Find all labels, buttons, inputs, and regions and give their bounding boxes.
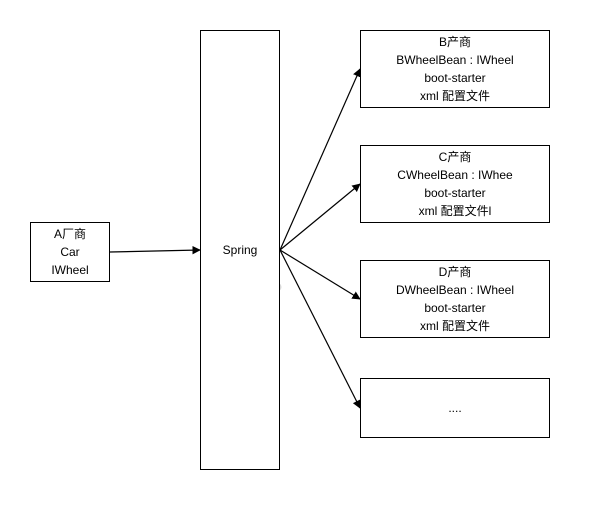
node-text-line: boot-starter	[424, 184, 485, 202]
node-d-producer: D产商DWheelBean : IWheelboot-starterxml 配置…	[360, 260, 550, 338]
node-text-line: Car	[60, 243, 79, 261]
node-text-line: xml 配置文件	[420, 317, 490, 335]
node-text-line: ....	[448, 399, 461, 417]
node-text-line: DWheelBean : IWheel	[396, 281, 514, 299]
node-b-producer: B产商BWheelBean : IWheelboot-starterxml 配置…	[360, 30, 550, 108]
node-ellipsis: ....	[360, 378, 550, 438]
node-spring: Spring	[200, 30, 280, 470]
node-text-line: boot-starter	[424, 299, 485, 317]
node-text-line: xml 配置文件l	[419, 202, 492, 220]
node-text-line: Spring	[223, 241, 258, 259]
node-a-vendor: A厂商CarIWheel	[30, 222, 110, 282]
node-text-line: IWheel	[51, 261, 88, 279]
node-text-line: CWheelBean : IWhee	[397, 166, 512, 184]
edge	[280, 184, 360, 250]
edge	[110, 250, 200, 252]
node-text-line: D产商	[439, 263, 472, 281]
node-text-line: BWheelBean : IWheel	[396, 51, 513, 69]
node-text-line: boot-starter	[424, 69, 485, 87]
node-text-line: C产商	[439, 148, 472, 166]
edge	[280, 250, 360, 408]
edge	[280, 69, 360, 250]
node-text-line: A厂商	[54, 225, 86, 243]
edge	[280, 250, 360, 299]
node-c-producer: C产商CWheelBean : IWheeboot-starterxml 配置文…	[360, 145, 550, 223]
node-text-line: xml 配置文件	[420, 87, 490, 105]
node-text-line: B产商	[439, 33, 471, 51]
